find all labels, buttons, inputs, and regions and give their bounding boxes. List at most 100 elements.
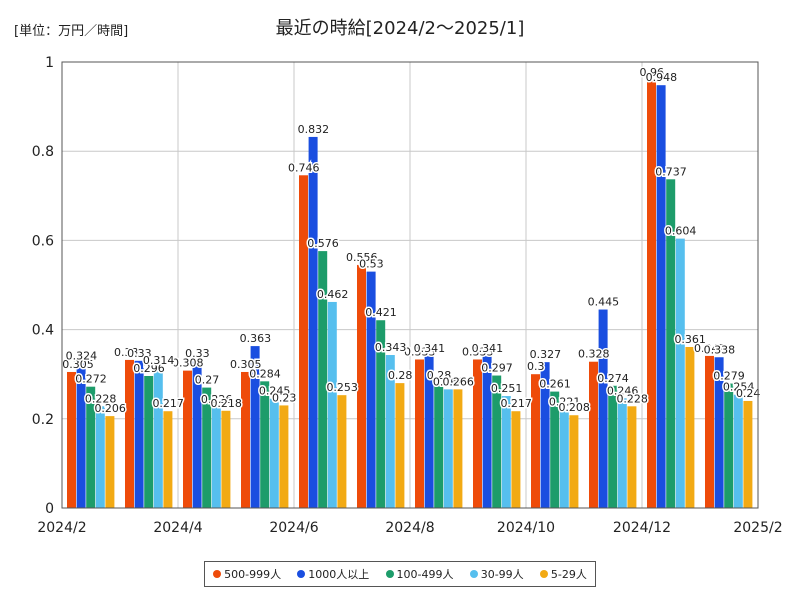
plot-border (61, 61, 759, 509)
data-label: 0.272 (75, 373, 107, 386)
data-label: 0.228 (85, 392, 117, 405)
data-label: 0.217 (152, 397, 184, 410)
bar (589, 361, 598, 508)
data-label: 0.746 (288, 161, 320, 174)
legend-label: 1000人以上 (308, 568, 370, 581)
bar (134, 360, 144, 508)
bar (357, 264, 366, 508)
data-label: 0.274 (597, 372, 629, 385)
bar (482, 355, 492, 508)
bar (501, 396, 511, 508)
bar (385, 355, 395, 508)
data-label: 0.445 (588, 296, 620, 309)
data-label: 0.462 (317, 288, 349, 301)
data-label: 0.33 (185, 347, 210, 360)
data-label: 0.218 (210, 397, 242, 410)
bar (453, 389, 463, 508)
bar (550, 391, 560, 508)
x-tick-label: 2024/2 (37, 520, 86, 536)
bar (666, 179, 676, 508)
data-label: 0.33 (127, 347, 152, 360)
data-label: 0.308 (172, 357, 204, 370)
bar (76, 363, 86, 508)
data-label: 0.53 (359, 258, 384, 271)
bar (743, 400, 753, 508)
bar (260, 381, 270, 508)
data-label: 0.96 (640, 66, 665, 79)
bar (492, 375, 502, 508)
data-label: 0.217 (500, 397, 532, 410)
data-label: 0.363 (240, 332, 272, 345)
data-label: 0.226 (201, 393, 233, 406)
x-tick-label: 2024/8 (385, 520, 434, 536)
bar (598, 309, 608, 508)
legend-label: 5-29人 (550, 568, 587, 581)
data-label: 0.343 (375, 341, 407, 354)
data-label: 0.28 (427, 369, 452, 382)
data-label: 0.305 (62, 358, 94, 371)
data-label: 0.246 (607, 384, 639, 397)
bar (250, 346, 260, 508)
bar (241, 371, 250, 508)
data-label: 0.332 (114, 346, 146, 359)
y-tick-label: 0.6 (32, 233, 54, 249)
bar (183, 370, 192, 508)
bar (443, 389, 453, 508)
legend-label: 100-499人 (396, 568, 454, 581)
data-label: 0.576 (307, 237, 339, 250)
legend-swatch (539, 570, 548, 578)
data-label: 0.221 (549, 395, 581, 408)
bar (569, 415, 579, 508)
data-label: 0.314 (143, 354, 175, 367)
bar (647, 79, 656, 508)
chart-title: 最近の時給[2024/2〜2025/1] (275, 18, 525, 39)
bar (714, 357, 724, 508)
bar (559, 409, 569, 508)
x-tick-label: 2024/12 (613, 520, 671, 536)
data-label: 0.832 (298, 123, 330, 136)
bar (531, 374, 540, 508)
bar (705, 355, 714, 508)
bar (724, 383, 734, 508)
legend-label: 500-999人 (224, 568, 282, 581)
y-tick-label: 1 (45, 55, 54, 71)
bar (327, 301, 337, 508)
bar (269, 398, 279, 508)
x-tick-label: 2024/10 (497, 520, 555, 536)
bar (685, 346, 695, 508)
bar (105, 416, 115, 508)
bar (511, 411, 521, 508)
bar (424, 355, 434, 508)
data-label: 0.266 (433, 375, 465, 388)
bar (211, 407, 221, 508)
bar (192, 360, 202, 508)
bar (395, 383, 405, 508)
data-label: 0.253 (326, 381, 358, 394)
bar (308, 136, 318, 509)
y-tick-label: 0.4 (32, 323, 54, 339)
bar (95, 406, 105, 508)
data-label: 0.251 (491, 382, 523, 395)
data-label: 0.421 (365, 306, 397, 319)
bar (125, 359, 134, 508)
data-label: 0.3 (527, 360, 545, 373)
x-tick-label: 2025/2 (733, 520, 782, 536)
bar (434, 383, 444, 508)
legend-item: 100-499人 (385, 566, 454, 582)
bar (86, 386, 96, 508)
data-label: 0.206 (94, 402, 126, 415)
data-label: 0.948 (646, 71, 678, 84)
data-label: 0.305 (230, 358, 262, 371)
data-label: 0.228 (616, 392, 648, 405)
bar (299, 175, 308, 508)
bar-chart: 0.305 0.332 0.308 0.305 0.746 0.556 0.333 0.333… (32, 55, 783, 536)
data-label: 0.266 (442, 375, 474, 388)
bar (337, 395, 347, 508)
data-label: 0.208 (558, 401, 590, 414)
data-label: 0.737 (655, 165, 687, 178)
bar (540, 362, 550, 508)
legend-item: 500-999人 (213, 566, 281, 582)
data-label: 0.254 (723, 381, 755, 394)
bar (221, 410, 231, 508)
data-label: 0.328 (578, 348, 610, 361)
